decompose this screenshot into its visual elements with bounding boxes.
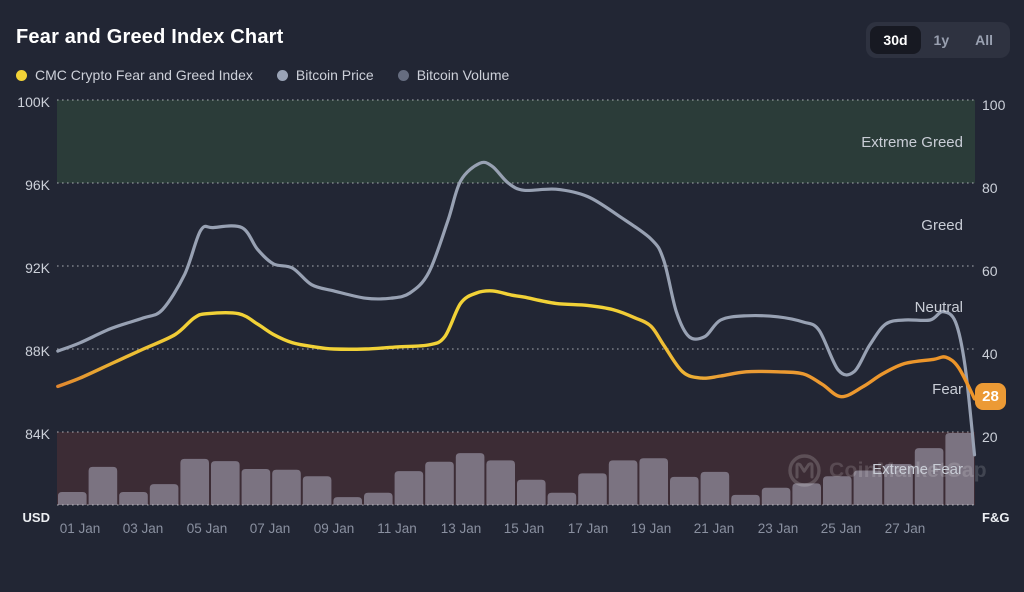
current-value-badge: 28 [975,383,1006,410]
page-title: Fear and Greed Index Chart [16,26,284,48]
range-button-1y[interactable]: 1y [921,26,963,54]
x-axis-tick: 09 Jan [313,521,355,536]
legend-dot-icon [16,69,27,81]
zone-label-extreme-fear: Extreme Fear [872,461,963,478]
legend-item-bitcoin-volume[interactable]: Bitcoin Volume [397,67,510,83]
left-axis-tick: 84K [25,426,50,442]
right-axis-tick: 20 [982,429,998,445]
right-axis-tick: 60 [982,263,998,279]
legend-dot-icon [397,69,409,81]
chart-legend: CMC Crypto Fear and Greed Index Bitcoin … [16,67,509,83]
x-axis-tick: 13 Jan [440,521,482,536]
right-axis-tick: 100 [982,97,1006,113]
x-axis-tick: 05 Jan [186,521,228,536]
zone-label-extreme-greed: Extreme Greed [861,134,963,151]
zone-label-neutral: Neutral [914,299,963,316]
legend-item-bitcoin-price[interactable]: Bitcoin Price [276,67,374,83]
legend-dot-icon [276,69,288,81]
zone-label-greed: Greed [921,217,963,234]
right-axis-tick: 80 [982,180,998,196]
x-axis-tick: 23 Jan [757,521,799,536]
x-axis-tick: 15 Jan [503,521,545,536]
legend-label: Bitcoin Price [295,67,374,83]
x-axis-tick: 25 Jan [820,521,862,536]
legend-item-fear-greed-index[interactable]: CMC Crypto Fear and Greed Index [16,67,253,83]
x-axis-tick: 21 Jan [693,521,735,536]
x-axis-tick: 03 Jan [122,521,164,536]
legend-label: CMC Crypto Fear and Greed Index [35,67,253,83]
range-button-all[interactable]: All [962,26,1006,54]
x-axis-tick: 19 Jan [630,521,672,536]
legend-label: Bitcoin Volume [416,67,510,83]
range-button-30d[interactable]: 30d [870,26,921,54]
x-axis-tick: 07 Jan [249,521,291,536]
left-axis-tick: 100K [17,94,50,110]
left-axis-tick: 88K [25,343,50,359]
right-axis-tick: 40 [982,346,998,362]
x-axis-tick: 11 Jan [377,521,417,536]
left-axis-tick: 96K [25,177,50,193]
x-axis-tick: 27 Jan [884,521,926,536]
left-axis-tick: 92K [25,260,50,276]
right-axis-unit: F&G [982,510,1010,525]
zone-label-fear: Fear [932,381,963,398]
left-axis-unit: USD [22,510,50,525]
x-axis-tick: 01 Jan [59,521,101,536]
x-axis-tick: 17 Jan [567,521,609,536]
range-switcher: 30d 1y All [866,22,1010,58]
